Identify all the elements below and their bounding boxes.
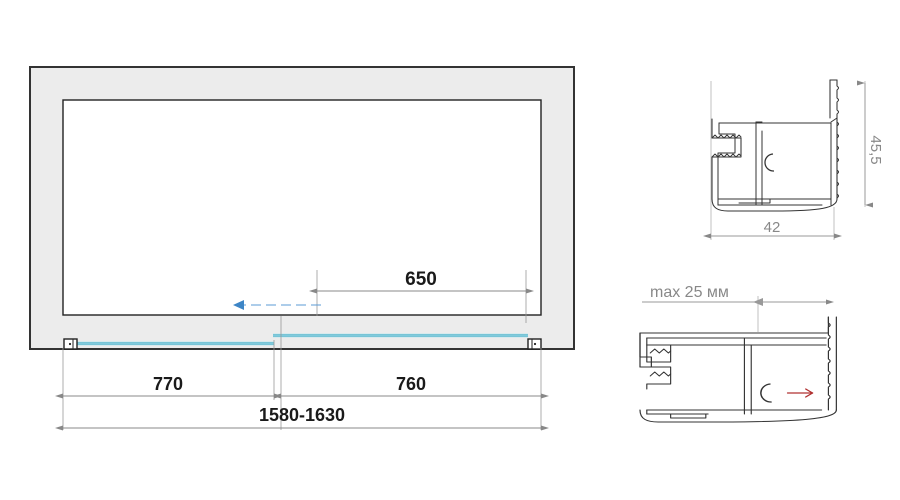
svg-text:max 25 мм: max 25 мм bbox=[650, 284, 729, 301]
svg-text:45,5: 45,5 bbox=[867, 135, 884, 164]
svg-text:760: 760 bbox=[396, 374, 426, 394]
svg-text:1580-1630: 1580-1630 bbox=[259, 405, 345, 425]
svg-text:650: 650 bbox=[405, 269, 437, 290]
svg-text:42: 42 bbox=[764, 219, 781, 236]
svg-text:770: 770 bbox=[153, 374, 183, 394]
